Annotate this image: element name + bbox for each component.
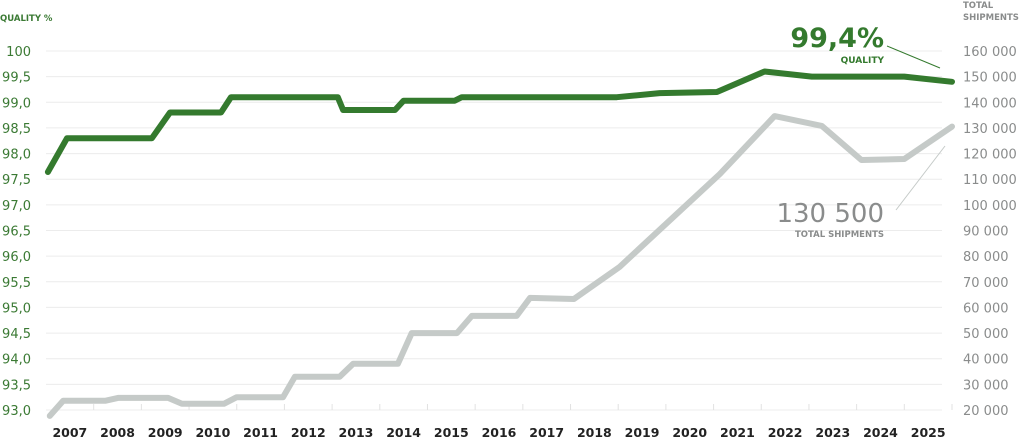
right-axis-tick-label: 130 000 [963, 122, 1017, 137]
left-axis-tick-label: 98,5 [2, 122, 31, 137]
x-axis-tick-label: 2014 [386, 425, 421, 440]
axis-labels: 100 99,5 99,0 98,5 98,0 97,5 97,0 96,5 96,0 95,5 9… [2, 45, 1017, 440]
x-axis-tick-label: 2012 [291, 425, 326, 440]
right-axis-tick-label: 50 000 [963, 327, 1009, 342]
x-axis-tick-label: 2009 [148, 425, 183, 440]
quality-line [44, 68, 955, 175]
left-axis-tick-label: 99,5 [2, 71, 31, 86]
x-axis-tick-label: 2023 [815, 425, 850, 440]
right-axis-tick-label: 80 000 [963, 250, 1009, 265]
left-axis-tick-label: 98,0 [2, 148, 31, 163]
x-axis-tick-label: 2019 [625, 425, 660, 440]
left-axis-tick-label: 99,0 [2, 96, 31, 111]
right-axis-title-line2: SHIPMENTS [963, 13, 1019, 23]
shipments-annotation-leader [895, 145, 946, 211]
right-axis-tick-label: 90 000 [963, 225, 1009, 240]
left-axis-tick-label: 96,0 [2, 250, 31, 265]
left-axis-tick-label: 93,5 [2, 378, 31, 393]
left-axis-tick-label: 95,0 [2, 301, 31, 316]
right-axis-tick-label: 100 000 [963, 199, 1017, 214]
left-axis-tick-label: 94,0 [2, 353, 31, 368]
right-axis-tick-label: 60 000 [963, 301, 1009, 316]
x-axis-tick-label: 2013 [339, 425, 374, 440]
x-axis-tick-label: 2015 [434, 425, 469, 440]
right-axis-tick-label: 70 000 [963, 276, 1009, 291]
quality-annotation-label: QUALITY [841, 56, 885, 66]
right-axis-tick-label: 30 000 [963, 378, 1009, 393]
left-axis-tick-label: 93,0 [2, 404, 31, 419]
x-axis-tick-label: 2007 [52, 425, 87, 440]
x-axis-tick-label: 2020 [672, 425, 707, 440]
x-axis-tick-label: 2010 [195, 425, 230, 440]
right-axis-tick-label: 120 000 [963, 148, 1017, 163]
x-axis-tick-label: 2018 [577, 425, 612, 440]
x-axis-tick-label: 2016 [482, 425, 517, 440]
left-axis-tick-label: 97,5 [2, 173, 31, 188]
right-axis-title-line1: TOTAL [963, 1, 994, 11]
x-axis-tick-label: 2021 [720, 425, 755, 440]
left-axis-tick-label: 97,0 [2, 199, 31, 214]
right-axis-tick-label: 20 000 [963, 404, 1009, 419]
gridlines [46, 50, 942, 411]
shipments-annotation-label: TOTAL SHIPMENTS [795, 230, 884, 240]
left-axis-tick-label: 94,5 [2, 327, 31, 342]
right-axis-tick-label: 110 000 [963, 173, 1017, 188]
right-axis-tick-label: 160 000 [963, 45, 1017, 60]
x-axis-tick-label: 2022 [768, 425, 803, 440]
left-axis-tick-label: 95,5 [2, 276, 31, 291]
right-axis-tick-label: 150 000 [963, 71, 1017, 86]
x-tick-marks [93, 404, 953, 410]
shipments-annotation-value: 130 500 [776, 199, 884, 229]
x-axis-tick-label: 2025 [911, 425, 946, 440]
x-axis-tick-label: 2024 [863, 425, 898, 440]
shipments-line [46, 113, 955, 419]
left-axis-tick-label: 100 [6, 45, 31, 60]
x-axis-tick-label: 2011 [243, 425, 278, 440]
x-axis-tick-label: 2008 [100, 425, 135, 440]
left-axis-title: QUALITY % [0, 14, 53, 24]
series-lines [44, 68, 955, 419]
left-axis-tick-label: 96,5 [2, 225, 31, 240]
right-axis-tick-label: 40 000 [963, 353, 1009, 368]
quality-annotation-leader [886, 45, 941, 69]
right-axis-tick-label: 140 000 [963, 96, 1017, 111]
x-axis-tick-label: 2017 [529, 425, 564, 440]
quality-annotation-value: 99,4% [790, 23, 884, 54]
